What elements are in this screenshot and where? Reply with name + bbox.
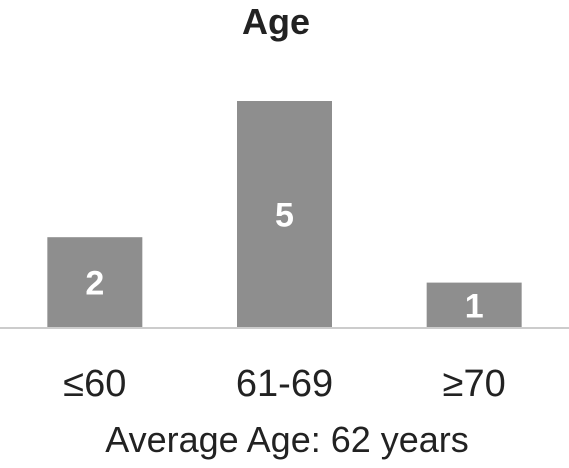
bars-group [47,101,522,328]
bar-value-label: 2 [85,265,104,303]
bar-value-label: 1 [465,287,484,325]
bar-value-label: 5 [275,197,294,235]
value-labels-group: 2 5 1 [85,197,483,326]
category-label: ≤60 [63,363,126,405]
average-age-note: Average Age: 62 years [105,419,469,460]
bar-3 [426,282,522,328]
category-label: ≥70 [443,363,506,405]
bar-1 [47,237,143,328]
category-labels-group: ≤60 61-69 ≥70 [63,363,505,405]
chart-title: Age [242,1,310,42]
bar-2 [237,101,332,328]
category-label: 61-69 [236,363,333,405]
